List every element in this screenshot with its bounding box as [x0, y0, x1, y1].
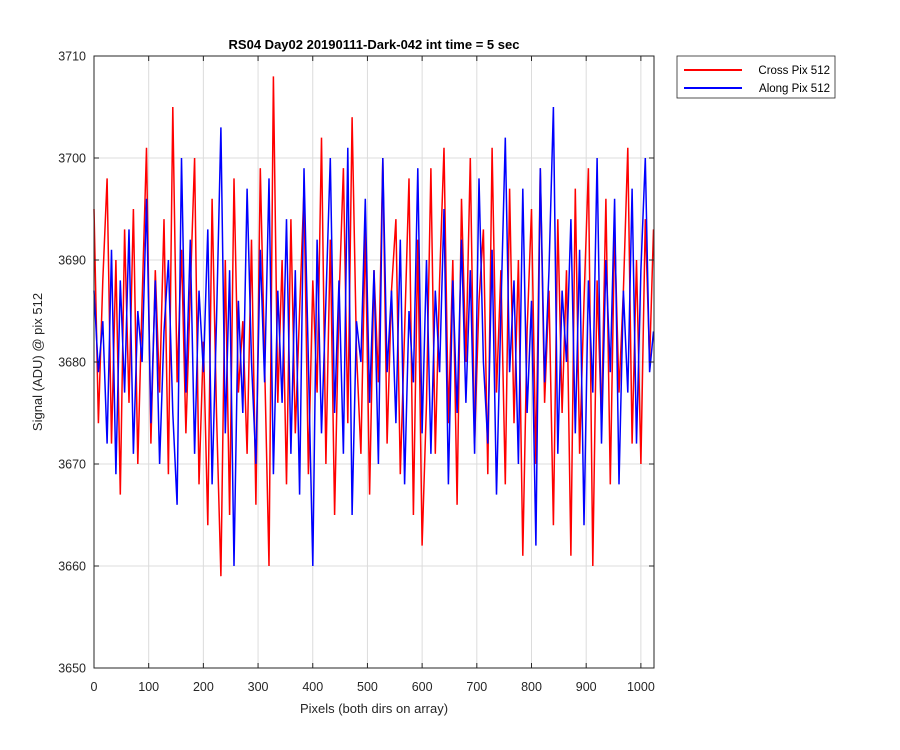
y-tick-label: 3700	[58, 152, 86, 166]
x-tick-label: 800	[521, 680, 542, 694]
y-tick-label: 3710	[58, 50, 86, 64]
x-axis-ticks: 0 100 200 300 400 500 600 700 800 900 1000	[91, 56, 655, 694]
x-tick-label: 100	[138, 680, 159, 694]
series-line-along-pix-512	[93, 106, 655, 567]
x-tick-label: 200	[193, 680, 214, 694]
x-tick-label: 600	[412, 680, 433, 694]
y-tick-label: 3680	[58, 356, 86, 370]
y-axis-ticks: 3650 3660 3670 3680 3690 3700 3710	[58, 50, 654, 676]
y-tick-label: 3650	[58, 662, 86, 676]
x-tick-label: 400	[302, 680, 323, 694]
x-tick-label: 0	[91, 680, 98, 694]
x-tick-label: 500	[357, 680, 378, 694]
y-tick-label: 3660	[58, 560, 86, 574]
y-axis-label: Signal (ADU) @ pix 512	[30, 293, 45, 431]
chart-title: RS04 Day02 20190111-Dark-042 int time = …	[229, 37, 520, 52]
y-tick-label: 3690	[58, 254, 86, 268]
x-axis-label: Pixels (both dirs on array)	[300, 701, 448, 716]
legend-label-along: Along Pix 512	[759, 83, 830, 95]
x-tick-label: 900	[576, 680, 597, 694]
legend-box	[676, 55, 836, 99]
legend: Cross Pix 512 Along Pix 512	[676, 55, 836, 99]
y-tick-label: 3670	[58, 458, 86, 472]
x-tick-label: 700	[466, 680, 487, 694]
series-group	[93, 76, 655, 577]
x-tick-label: 1000	[627, 680, 655, 694]
legend-label-cross: Cross Pix 512	[758, 65, 830, 77]
x-tick-label: 300	[248, 680, 269, 694]
